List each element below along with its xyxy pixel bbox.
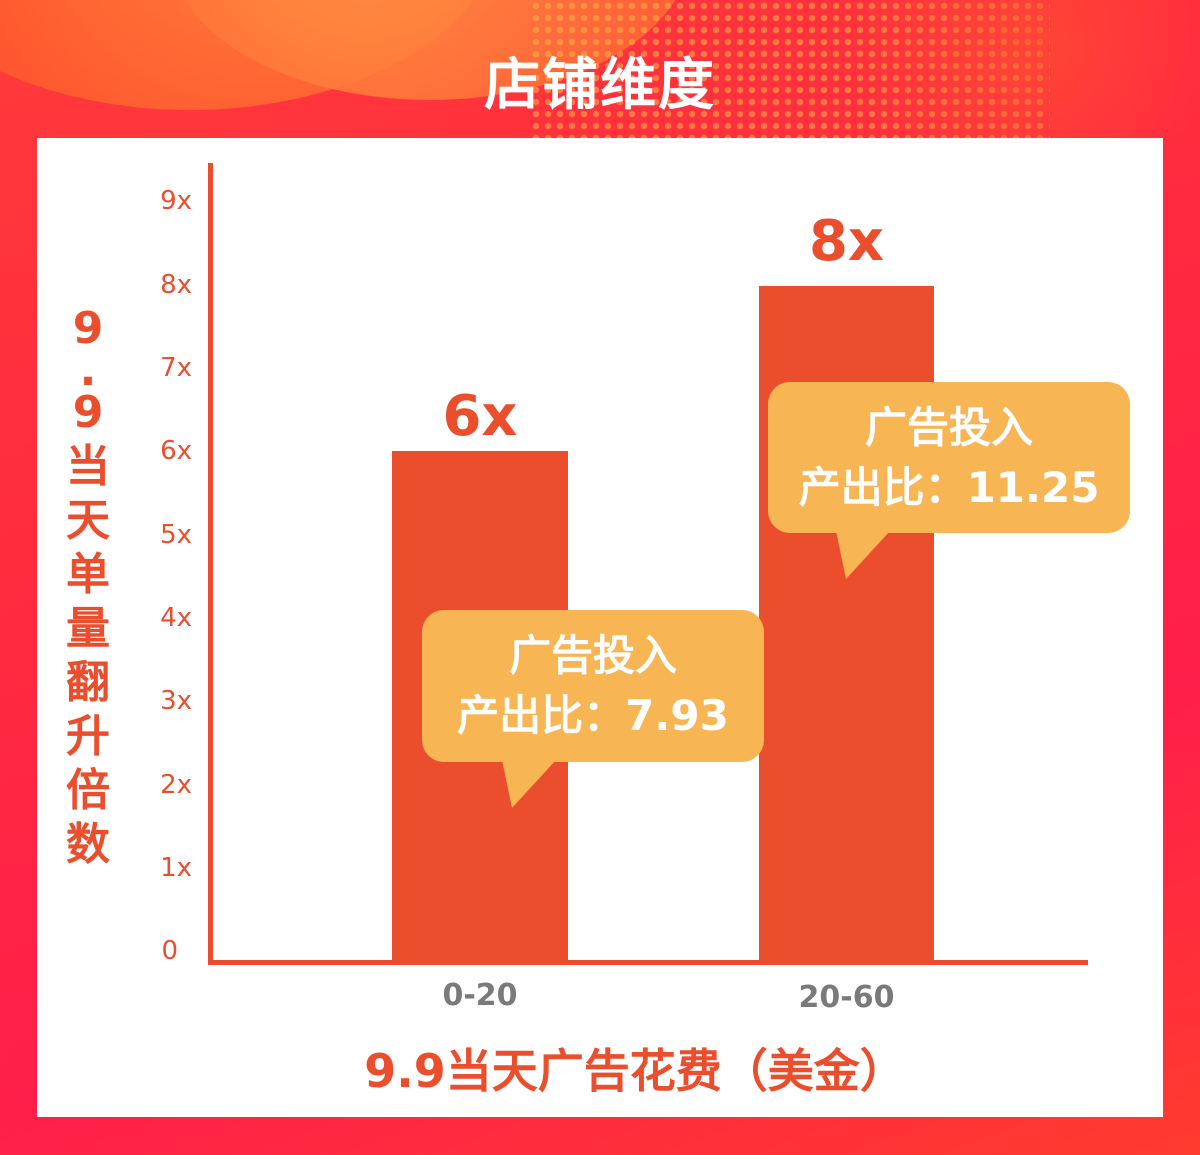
page-title: 店铺维度: [484, 53, 716, 118]
y-axis-label-char: 9: [72, 303, 104, 354]
callout-value: 产出比：11.25: [798, 463, 1100, 512]
y-tick-label: 6x: [160, 436, 192, 466]
bar-value-label: 6x: [442, 384, 518, 449]
y-tick-label: 7x: [160, 353, 192, 383]
roi-callout-bubble: 广告投入 产出比：7.93: [422, 610, 764, 808]
x-tick-label: 0-20: [442, 978, 518, 1013]
y-axis-label: 9 . 9 当 天 单 量 翻 升 倍 数: [62, 302, 114, 872]
y-tick-label: 1x: [160, 853, 192, 883]
y-axis-label-char: 当: [66, 441, 110, 492]
y-tick-label: 5x: [160, 520, 192, 550]
x-axis-line: [208, 960, 1088, 965]
y-tick-label: 9x: [160, 186, 192, 216]
y-axis-line: [208, 163, 213, 965]
y-axis-label-char: 9: [72, 387, 104, 438]
y-axis-label-char: .: [79, 345, 97, 396]
callout-line: 广告投入: [508, 631, 677, 680]
y-axis-label-char: 单: [66, 549, 110, 600]
y-tick-label: 4x: [160, 603, 192, 633]
callout-value: 产出比：7.93: [457, 691, 729, 740]
callout-line: 广告投入: [864, 403, 1033, 452]
y-axis-label-char: 量: [66, 603, 110, 654]
y-tick-label: 3x: [160, 686, 192, 716]
y-tick-label: 0: [161, 936, 178, 966]
y-axis-label-char: 翻: [66, 657, 110, 708]
y-axis-label-char: 天: [66, 495, 110, 546]
x-tick-label: 20-60: [798, 980, 895, 1015]
y-axis-label-char: 倍: [66, 765, 110, 816]
y-tick-label: 8x: [160, 270, 192, 300]
callout-tail: [836, 531, 890, 579]
y-axis-label-char: 升: [66, 711, 110, 762]
x-axis-label: 9.9当天广告花费（美金）: [364, 1044, 906, 1098]
y-tick-label: 2x: [160, 770, 192, 800]
y-axis-label-char: 数: [66, 819, 110, 870]
bar-value-label: 8x: [808, 209, 885, 274]
roi-callout-bubble: 广告投入 产出比：11.25: [768, 382, 1130, 579]
callout-tail: [502, 760, 556, 808]
